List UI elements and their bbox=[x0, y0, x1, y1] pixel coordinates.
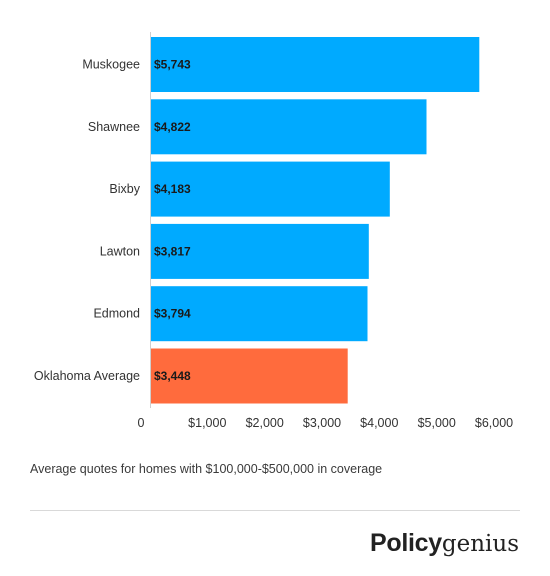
data-label-lawton: $3,817 bbox=[154, 244, 191, 258]
bar-oklahoma-average bbox=[151, 348, 348, 404]
x-tick-label: $1,000 bbox=[188, 416, 226, 430]
x-tick-label: $2,000 bbox=[246, 416, 284, 430]
category-label-lawton: Lawton bbox=[100, 244, 140, 258]
data-label-bixby: $4,183 bbox=[154, 182, 191, 196]
category-label-edmond: Edmond bbox=[93, 307, 140, 321]
data-label-edmond: $3,794 bbox=[154, 307, 191, 321]
x-tick-label: $6,000 bbox=[475, 416, 513, 430]
brand-logo-bold: Policy bbox=[370, 529, 442, 557]
category-label-oklahoma-average: Oklahoma Average bbox=[34, 369, 140, 383]
bar-chart: $5,743 $4,822 $4,183 $3,817 $3,794 $3,448 Mus… bbox=[34, 32, 513, 430]
chart-caption: Average quotes for homes with $100,000-$… bbox=[30, 462, 383, 476]
data-label-muskogee: $5,743 bbox=[154, 58, 191, 72]
brand-logo: Policygenius bbox=[370, 529, 519, 558]
brand-logo-light: genius bbox=[441, 531, 519, 557]
data-label-oklahoma-average: $3,448 bbox=[154, 369, 191, 383]
x-tick-label: 0 bbox=[138, 416, 145, 430]
bar-muskogee bbox=[151, 37, 480, 92]
x-tick-label: $3,000 bbox=[303, 416, 341, 430]
category-label-muskogee: Muskogee bbox=[82, 58, 140, 72]
footer-divider bbox=[30, 510, 520, 511]
x-tick-label: $5,000 bbox=[418, 416, 456, 430]
category-label-bixby: Bixby bbox=[109, 182, 140, 196]
category-label-shawnee: Shawnee bbox=[88, 120, 140, 134]
bar-edmond bbox=[151, 286, 368, 342]
bar-bixby bbox=[151, 161, 390, 217]
data-label-shawnee: $4,822 bbox=[154, 120, 191, 134]
bar-lawton bbox=[151, 223, 369, 279]
bar-shawnee bbox=[151, 99, 427, 155]
x-tick-label: $4,000 bbox=[360, 416, 398, 430]
